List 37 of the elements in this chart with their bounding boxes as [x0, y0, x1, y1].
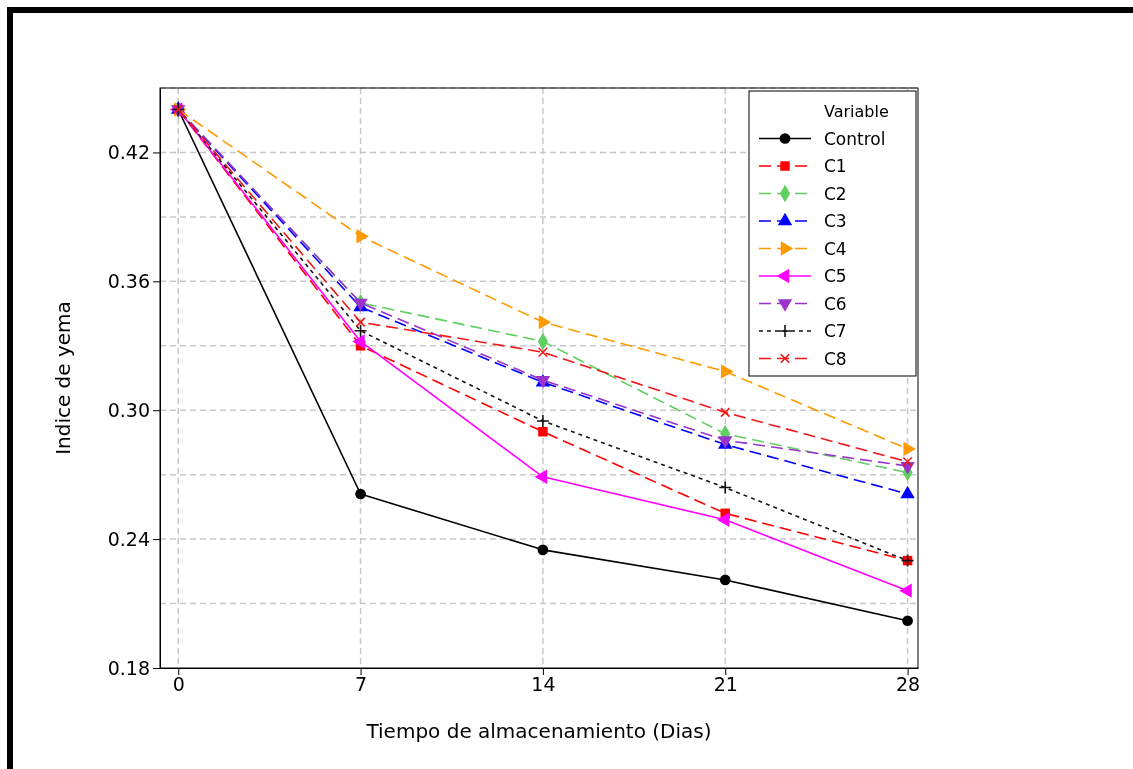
point [534, 469, 548, 485]
point [902, 456, 913, 467]
y-tick-label: 0.18 [107, 656, 150, 679]
point [355, 488, 366, 500]
y-tick-label: 0.36 [107, 269, 150, 292]
x-axis-title: Tiempo de almacenamiento (Dias) [365, 719, 712, 743]
point [537, 347, 548, 358]
point [538, 426, 548, 437]
legend-label: C8 [824, 348, 847, 369]
y-axis-title: Indice de yema [51, 301, 75, 455]
legend-title: Variable [824, 102, 889, 121]
point [536, 414, 550, 428]
x-tick-label: 28 [895, 673, 921, 696]
point [719, 574, 731, 586]
legend-label: C1 [824, 156, 847, 176]
x-tick-label: 0 [172, 673, 185, 696]
x-tick-label: 14 [531, 673, 556, 696]
point [537, 544, 549, 556]
legend-label: C2 [824, 183, 847, 204]
x-tick-label: 7 [355, 673, 368, 696]
point [718, 480, 733, 495]
legend-label: C3 [824, 211, 847, 231]
point [902, 615, 913, 627]
x-tick-label: 21 [713, 673, 738, 696]
legend-label: Control [824, 128, 886, 149]
y-tick-label: 0.42 [107, 141, 150, 164]
legend-label: C6 [824, 293, 847, 314]
y-tick-label: 0.30 [107, 398, 150, 421]
point [356, 229, 369, 244]
legend-label: C4 [824, 238, 847, 259]
legend-label: C5 [824, 266, 847, 286]
legend-label: C7 [824, 321, 847, 341]
y-tick-label: 0.24 [107, 527, 150, 550]
point [720, 407, 731, 418]
point [355, 317, 366, 328]
point [353, 323, 368, 338]
point [903, 441, 916, 457]
